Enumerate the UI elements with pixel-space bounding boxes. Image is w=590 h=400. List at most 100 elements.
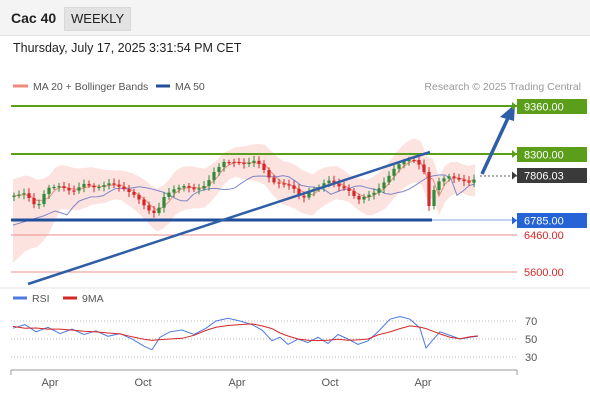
candle-body	[102, 185, 106, 187]
x-tick-label: Oct	[134, 377, 151, 389]
candle-body	[292, 185, 296, 189]
timeframe-button[interactable]: WEEKLY	[64, 7, 132, 31]
candle-body	[217, 167, 221, 172]
candle-body	[167, 192, 171, 197]
candle-body	[302, 195, 306, 198]
candle-body	[327, 180, 331, 184]
candle-body	[77, 187, 81, 191]
candle-body	[222, 162, 226, 167]
candle-body	[67, 188, 71, 191]
candle-body	[257, 160, 261, 164]
candle-body	[432, 190, 436, 206]
candle-body	[452, 176, 456, 178]
candle-body	[242, 162, 246, 165]
rsi-tick-30: 30	[525, 352, 537, 364]
rsi-tick-70: 70	[525, 316, 537, 328]
x-tick-label: Oct	[321, 377, 338, 389]
rising-trendline	[27, 150, 431, 286]
candle-body	[132, 192, 136, 195]
candle-body	[427, 172, 431, 206]
candle-body	[187, 186, 191, 188]
candle-body	[177, 187, 181, 190]
x-tick-label: Apr	[414, 377, 431, 389]
candle-body	[282, 183, 286, 185]
candle-body	[272, 177, 276, 183]
candle-body	[137, 194, 141, 200]
candle-body	[112, 183, 116, 185]
rsi-tick-50: 50	[525, 334, 537, 346]
candle-body	[422, 164, 426, 172]
svg-text:8300.00: 8300.00	[524, 150, 564, 162]
x-tick-label: Apr	[41, 377, 58, 389]
candle-body	[12, 195, 16, 197]
price-label-6460: 6460.00	[524, 230, 564, 242]
candle-body	[37, 204, 41, 206]
candle-body	[332, 180, 336, 184]
candle-body	[62, 186, 66, 188]
candle-body	[417, 160, 421, 165]
candle-body	[87, 184, 91, 186]
price-label-6785: 6785.00	[512, 213, 587, 228]
candle-body	[192, 187, 196, 190]
instrument-title: Cac 40	[11, 10, 57, 26]
price-candles	[12, 155, 476, 218]
candle-body	[17, 194, 21, 196]
candle-body	[207, 180, 211, 186]
price-label-5600: 5600.00	[524, 267, 564, 279]
candle-body	[382, 182, 386, 189]
candle-body	[22, 193, 26, 195]
candle-body	[412, 160, 416, 162]
candle-body	[162, 197, 166, 208]
candle-body	[57, 186, 61, 188]
candle-body	[32, 198, 36, 205]
candle-body	[117, 184, 121, 187]
candle-body	[392, 168, 396, 176]
candle-body	[202, 186, 206, 189]
candle-body	[277, 182, 281, 184]
candle-body	[72, 190, 76, 192]
candle-body	[47, 187, 51, 194]
candle-body	[347, 188, 351, 191]
current-price-label: 7806.03	[512, 168, 587, 183]
candle-body	[52, 186, 56, 189]
candle-body	[437, 181, 441, 190]
candle-body	[322, 183, 326, 188]
candle-body	[92, 185, 96, 188]
candle-body	[227, 162, 231, 164]
candle-body	[152, 210, 156, 213]
candle-body	[442, 178, 446, 182]
candle-body	[212, 172, 216, 181]
candle-body	[267, 170, 271, 178]
candle-body	[157, 207, 161, 213]
candle-body	[447, 176, 451, 179]
price-label-8300: 8300.00	[512, 147, 587, 162]
candle-body	[402, 161, 406, 165]
rsi-lines	[12, 315, 479, 351]
candle-body	[127, 189, 131, 192]
price-label-9360: 9360.00	[512, 99, 587, 114]
rsi-ma-legend-label: 9MA	[82, 293, 104, 305]
target-arrow-head	[500, 104, 515, 121]
candle-body	[362, 197, 366, 200]
bollinger-band-area	[13, 138, 475, 263]
candle-body	[142, 199, 146, 206]
candle-body	[287, 184, 291, 186]
candle-body	[467, 181, 471, 183]
svg-text:6785.00: 6785.00	[524, 216, 564, 228]
candle-body	[42, 194, 46, 204]
candle-body	[407, 160, 411, 162]
target-arrow-shaft	[480, 117, 510, 175]
candle-body	[262, 163, 266, 170]
candle-body	[377, 188, 381, 193]
candle-body	[27, 193, 31, 198]
candle-body	[307, 191, 311, 198]
ma50-legend-label: MA 50	[175, 81, 205, 93]
candle-body	[82, 184, 86, 188]
candle-body	[297, 188, 301, 196]
candle-body	[462, 179, 466, 182]
candle-body	[372, 192, 376, 195]
candle-body	[182, 186, 186, 188]
candle-body	[352, 191, 356, 196]
candle-body	[247, 162, 251, 164]
svg-text:9360.00: 9360.00	[524, 102, 564, 114]
